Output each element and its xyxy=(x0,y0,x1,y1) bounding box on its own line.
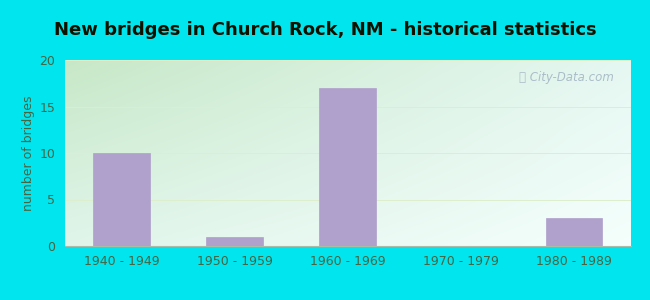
Bar xyxy=(546,218,602,246)
Bar xyxy=(94,153,150,246)
Bar xyxy=(207,237,263,246)
Text: ⓘ City-Data.com: ⓘ City-Data.com xyxy=(519,71,614,84)
Y-axis label: number of bridges: number of bridges xyxy=(22,95,35,211)
Bar xyxy=(320,88,376,246)
Text: New bridges in Church Rock, NM - historical statistics: New bridges in Church Rock, NM - histori… xyxy=(54,21,596,39)
